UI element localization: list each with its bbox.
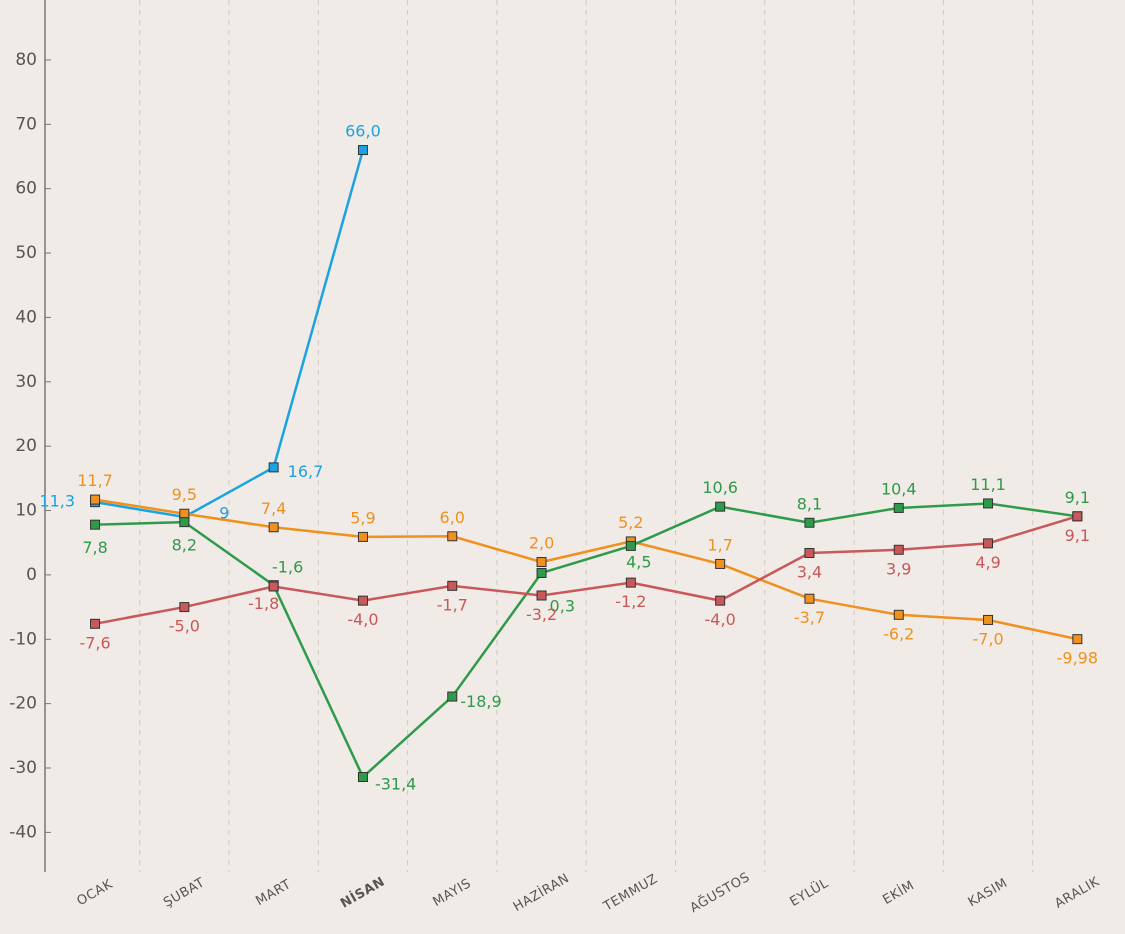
y-tick-label: 40	[15, 307, 37, 327]
value-label: -9,98	[1057, 649, 1098, 668]
series-line	[94, 149, 365, 519]
value-label: 7,4	[261, 499, 286, 518]
value-label: 5,9	[350, 508, 375, 527]
y-tick-label: 0	[26, 565, 37, 585]
marker	[983, 538, 994, 549]
value-label: -7,0	[972, 629, 1003, 648]
marker	[715, 558, 726, 569]
value-label: -4,0	[705, 610, 736, 629]
marker	[893, 544, 904, 555]
value-label: 9	[219, 503, 229, 522]
value-label: 7,8	[82, 538, 107, 557]
series-line	[94, 515, 1078, 626]
value-label: 9,1	[1065, 488, 1090, 507]
marker	[268, 581, 279, 592]
y-tick-label: 20	[15, 436, 37, 456]
value-label: 10,4	[881, 479, 917, 498]
value-label: 11,1	[970, 475, 1006, 494]
value-label: 11,7	[77, 471, 113, 490]
marker	[90, 519, 101, 530]
marker	[268, 522, 279, 533]
marker	[1072, 634, 1083, 645]
value-label: 8,2	[172, 536, 197, 555]
marker	[447, 580, 458, 591]
value-label: -1,8	[248, 594, 279, 613]
value-label: 3,4	[797, 563, 822, 582]
marker	[90, 618, 101, 629]
y-tick-label: 30	[15, 372, 37, 392]
value-label: -1,2	[615, 592, 646, 611]
marker	[179, 508, 190, 519]
value-label: 0,3	[550, 596, 575, 615]
marker	[179, 517, 190, 528]
marker	[625, 540, 636, 551]
value-label: -7,6	[79, 633, 110, 652]
value-label: -1,7	[437, 595, 468, 614]
value-label: 9,1	[1065, 526, 1090, 545]
value-label: 9,5	[172, 485, 197, 504]
marker	[715, 501, 726, 512]
marker	[983, 614, 994, 625]
y-tick-label: 80	[15, 50, 37, 70]
value-label: 3,9	[886, 559, 911, 578]
value-label: -6,2	[883, 624, 914, 643]
marker	[536, 590, 547, 601]
marker	[804, 517, 815, 528]
value-label: -3,2	[526, 605, 557, 624]
value-label: 8,1	[797, 494, 822, 513]
marker	[1072, 511, 1083, 522]
value-label: 4,9	[975, 553, 1000, 572]
marker	[357, 531, 368, 542]
y-tick-label: -30	[9, 758, 37, 778]
value-label: 5,2	[618, 513, 643, 532]
marker	[804, 593, 815, 604]
y-tick-label: 60	[15, 179, 37, 199]
marker	[447, 531, 458, 542]
marker	[804, 548, 815, 559]
marker	[536, 567, 547, 578]
value-label: -18,9	[460, 692, 501, 711]
series-line	[95, 502, 1078, 780]
series-line	[94, 498, 1078, 641]
marker	[983, 498, 994, 509]
y-tick-label: -20	[9, 694, 37, 714]
marker	[90, 494, 101, 505]
value-label: 2,0	[529, 534, 554, 553]
value-label: 1,7	[707, 535, 732, 554]
marker	[268, 462, 279, 473]
y-tick-label: 70	[15, 114, 37, 134]
y-tick-label: -10	[9, 629, 37, 649]
y-tick-label: 50	[15, 243, 37, 263]
value-label: -1,6	[272, 558, 303, 577]
marker	[357, 772, 368, 783]
marker	[357, 595, 368, 606]
marker	[893, 502, 904, 513]
value-label: 6,0	[440, 508, 465, 527]
value-label: 4,5	[626, 552, 651, 571]
value-label: -31,4	[375, 775, 416, 794]
marker	[536, 557, 547, 568]
value-label: 10,6	[702, 478, 738, 497]
marker	[715, 595, 726, 606]
marker	[625, 577, 636, 588]
value-label: -4,0	[347, 610, 378, 629]
value-label: 66,0	[345, 122, 381, 141]
marker	[357, 145, 368, 156]
marker	[893, 609, 904, 620]
marker	[447, 691, 458, 702]
value-label: 16,7	[288, 462, 324, 481]
marker	[179, 602, 190, 613]
y-tick-label: -40	[9, 822, 37, 842]
value-label: -3,7	[794, 608, 825, 627]
value-label: -5,0	[169, 617, 200, 636]
y-tick-label: 10	[15, 501, 37, 521]
value-label: 11,3	[39, 492, 75, 511]
